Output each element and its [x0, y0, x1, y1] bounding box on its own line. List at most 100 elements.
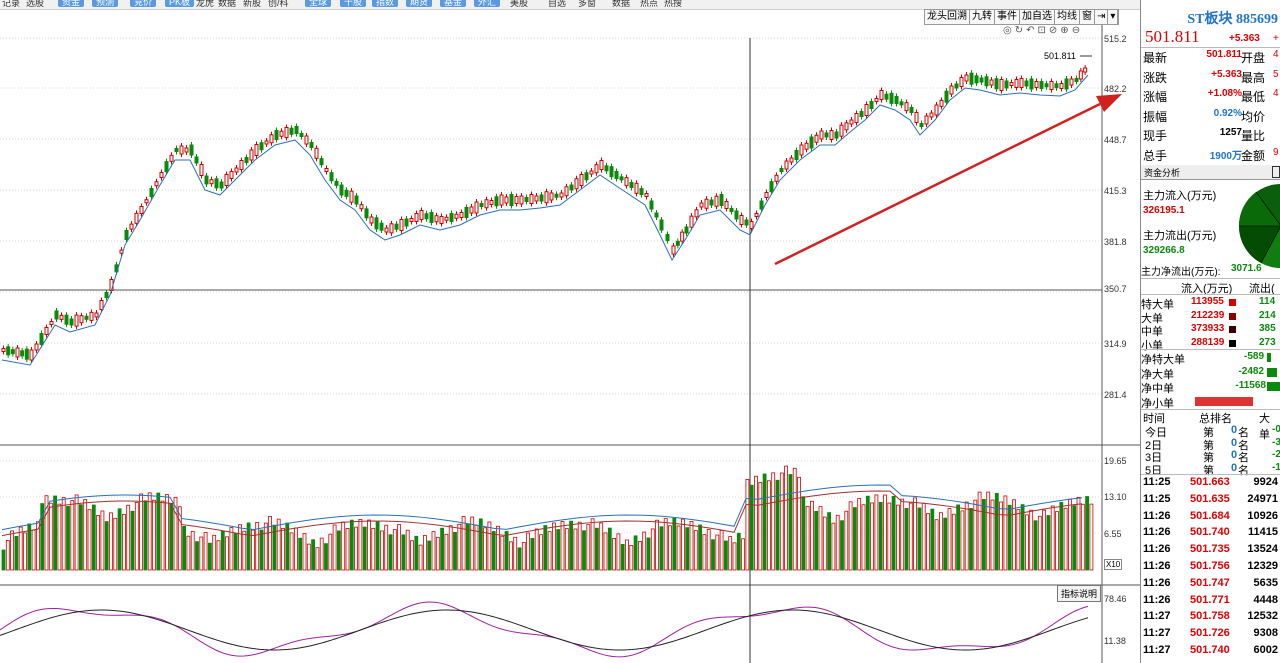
candle-body — [269, 134, 274, 144]
rank-value: -2 — [1272, 449, 1280, 460]
volume-bar — [908, 502, 913, 571]
order-name: 小单 — [1141, 339, 1163, 352]
menu-item[interactable]: 竞价 — [130, 0, 157, 7]
volume-bar — [134, 502, 139, 571]
volume-bar — [659, 526, 664, 571]
toolbar-button[interactable]: 龙头回溯 — [925, 10, 970, 24]
volume-bar — [36, 521, 40, 571]
menu-item[interactable]: 龙虎 — [196, 0, 215, 8]
zoom-out-icon[interactable]: ⊘ — [1048, 25, 1058, 36]
kline-chart[interactable] — [0, 10, 1140, 663]
rank-number: 0 — [1231, 449, 1238, 461]
menu-item[interactable]: 数据 — [612, 0, 631, 8]
menu-item[interactable]: 热点 — [640, 0, 659, 8]
menu-item[interactable]: 资金 — [58, 0, 85, 7]
menu-item[interactable]: 新股 — [243, 0, 262, 8]
menu-item[interactable]: 数据 — [218, 0, 237, 8]
inflow-label: 主力流入(万元) — [1143, 190, 1217, 202]
volume-bar — [177, 506, 182, 571]
menu-item[interactable]: 热搜 — [664, 0, 683, 8]
menu-item[interactable]: 记录 — [2, 0, 21, 8]
tick-volume: 11415 — [1248, 526, 1278, 539]
rank-day: 2日 — [1145, 439, 1163, 452]
candle-body — [459, 212, 464, 218]
kline-chart-area[interactable] — [0, 10, 1140, 663]
minus-icon[interactable]: ⊖ — [1071, 25, 1081, 36]
candle-body — [1004, 80, 1009, 89]
volume-bar — [599, 522, 604, 571]
refresh-icon[interactable]: ↻ — [1014, 25, 1024, 36]
volume-bar — [904, 508, 909, 571]
candle-body — [834, 131, 839, 139]
candle-body — [84, 315, 89, 320]
volume-bar — [48, 502, 53, 571]
quote-label-2: 金额 — [1241, 148, 1266, 163]
menu-item[interactable]: 期货 — [406, 0, 433, 7]
candle-body — [854, 113, 859, 123]
tick-row: 11:26 501.684 10926 — [1143, 510, 1280, 527]
fund-tab-toggle[interactable] — [1272, 166, 1280, 178]
toolbar-button[interactable]: 窗 — [1080, 10, 1095, 24]
fund-tab[interactable]: 资金分析 — [1141, 165, 1280, 180]
fund-pie-chart — [1238, 184, 1280, 268]
menu-item[interactable]: 基金 — [440, 0, 467, 7]
toolbar-button[interactable]: 均线 — [1055, 10, 1080, 24]
menu-item[interactable]: 指数 — [372, 0, 399, 7]
rank-number: 0 — [1231, 424, 1238, 436]
candle-body — [324, 168, 329, 172]
volume-bar — [242, 530, 247, 571]
quote-value-2: 9 — [1273, 146, 1279, 158]
lock-icon[interactable]: ⊡ — [1037, 25, 1046, 36]
volume-bar — [874, 494, 879, 571]
toolbar-button[interactable]: 事件 — [995, 10, 1020, 24]
toolbar-button[interactable]: ⇥ — [1095, 10, 1109, 24]
candle-body — [899, 101, 904, 106]
menu-item[interactable]: 千股 — [340, 0, 367, 7]
volume-bar — [1025, 514, 1029, 571]
volume-bar — [405, 529, 410, 571]
menu-item[interactable]: 创/科 — [268, 0, 289, 8]
menu-item[interactable]: PK板 — [165, 0, 195, 7]
candle-body — [454, 213, 459, 219]
toolbar-button[interactable]: ▾ — [1108, 10, 1119, 24]
candle-body — [849, 119, 854, 125]
eye-icon[interactable]: ◎ — [1003, 25, 1012, 36]
volume-bar — [607, 527, 612, 571]
menu-item[interactable]: 预测 — [92, 0, 119, 7]
quote-value: +5.363 — [1211, 68, 1242, 80]
candle-body — [299, 133, 304, 137]
menu-item[interactable]: 全球 — [305, 0, 332, 7]
candle-body — [599, 160, 604, 170]
volume-bar — [1080, 503, 1085, 571]
undo-icon[interactable]: ↶ — [1026, 25, 1035, 36]
quote-value: +1.08% — [1207, 88, 1242, 99]
toolbar-button[interactable]: 九转 — [970, 10, 995, 24]
candle-body — [539, 194, 544, 202]
quote-value: 1257 — [1219, 127, 1242, 138]
volume-bar — [861, 504, 866, 571]
candle-body — [439, 216, 444, 224]
rank-suffix: 名 — [1238, 452, 1249, 464]
menu-item[interactable]: 美股 — [510, 0, 529, 8]
menu-item[interactable]: 选股 — [26, 0, 45, 8]
candle-body — [234, 167, 239, 173]
volume-bar — [289, 532, 294, 571]
menu-item[interactable]: 外汇 — [474, 0, 501, 7]
volume-bar — [109, 512, 113, 571]
volume-bar — [87, 509, 92, 571]
rank-day: 3日 — [1145, 452, 1163, 464]
volume-bar — [706, 529, 711, 571]
candle-body — [124, 230, 129, 240]
menu-item[interactable]: 多窗 — [578, 0, 597, 8]
menu-item[interactable]: 自选 — [548, 0, 567, 8]
candle-body — [994, 78, 999, 90]
toolbar-button[interactable]: 加自选 — [1020, 10, 1055, 24]
indicator-help-button[interactable]: 指标说明 — [1057, 585, 1102, 602]
candle-body — [534, 195, 539, 202]
rank-header-big: 大单 — [1259, 413, 1270, 441]
candle-body — [484, 199, 489, 209]
volume-bar — [969, 508, 973, 571]
plus-icon[interactable]: ⊕ — [1060, 25, 1069, 36]
candle-body — [869, 101, 874, 109]
volume-bar — [1042, 509, 1046, 571]
